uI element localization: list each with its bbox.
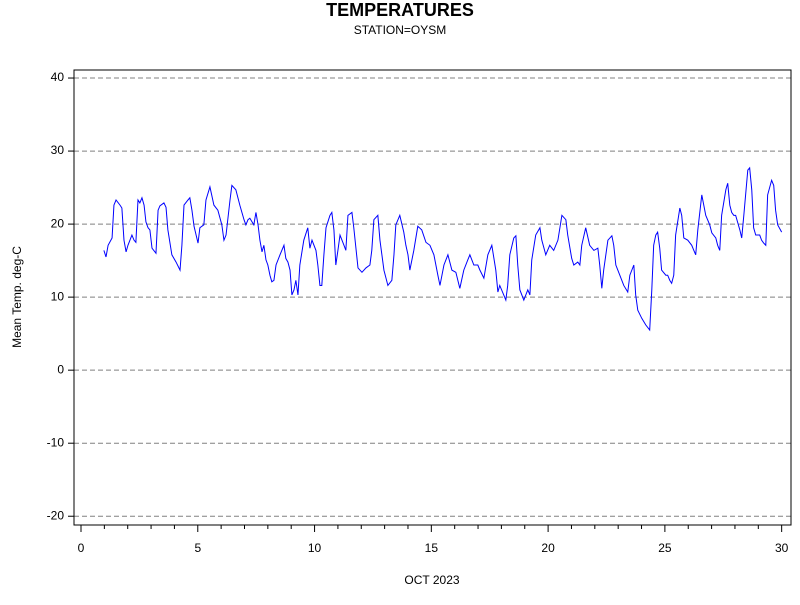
- x-tick-label: 15: [425, 541, 439, 555]
- x-tick-label: 30: [775, 541, 789, 555]
- x-tick-label: 20: [541, 541, 555, 555]
- x-tick-label: 0: [78, 541, 85, 555]
- y-tick-label: 20: [51, 216, 65, 230]
- y-tick-label: -20: [47, 508, 65, 522]
- x-axis-label: OCT 2023: [404, 573, 459, 587]
- x-tick-label: 10: [308, 541, 322, 555]
- y-tick-label: 40: [51, 70, 65, 84]
- y-axis-label: Mean Temp. deg-C: [10, 246, 24, 348]
- chart-subtitle: STATION=OYSM: [354, 23, 447, 37]
- y-tick-label: 0: [57, 362, 64, 376]
- y-tick-label: 30: [51, 143, 65, 157]
- data-line: [103, 166, 783, 332]
- y-tick-label: 10: [51, 289, 65, 303]
- chart-title: TEMPERATURES: [326, 0, 474, 20]
- x-tick-label: 25: [658, 541, 672, 555]
- plot-frame: [73, 69, 792, 526]
- y-tick-label: -10: [47, 435, 65, 449]
- grid: -20 -10 0 10 20 30 40 0 5 10 15 20 25 30: [47, 70, 791, 555]
- x-tick-label: 5: [194, 541, 201, 555]
- plot: [103, 166, 783, 332]
